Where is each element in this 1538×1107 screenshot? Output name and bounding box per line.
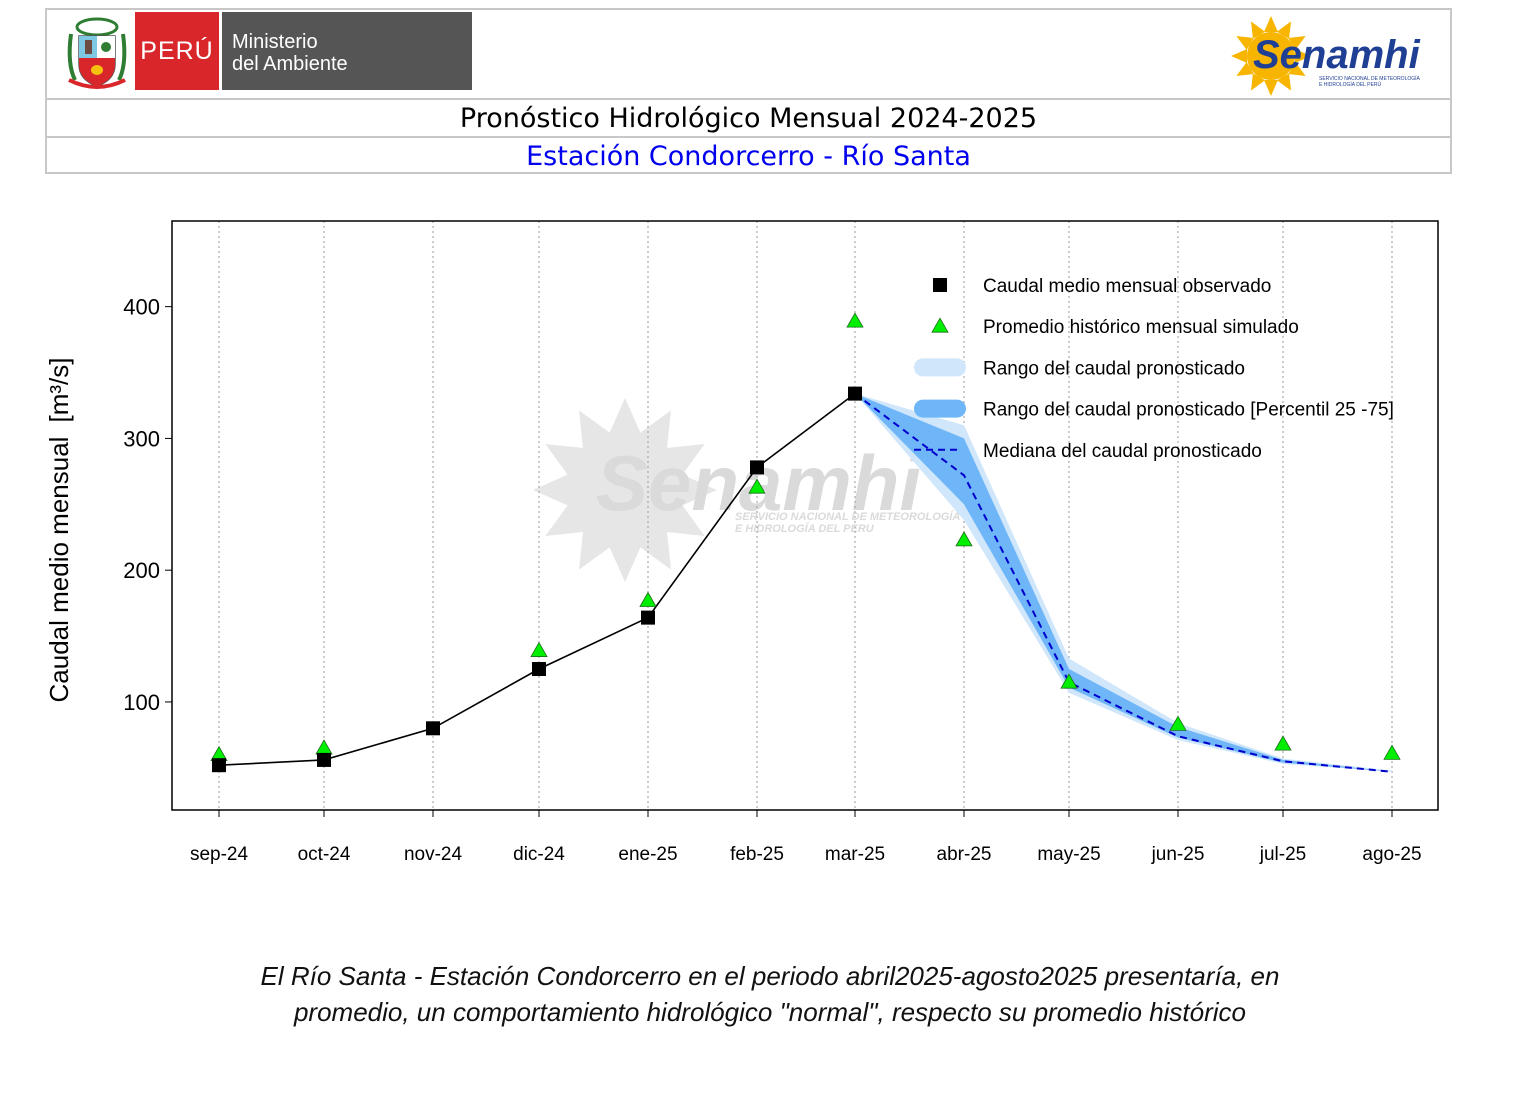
- legend-swatch-historical: [931, 317, 949, 333]
- observed-point-oct-24: [317, 752, 331, 767]
- x-tick-label: nov-24: [404, 844, 463, 865]
- chart-grid: [218, 221, 1393, 810]
- ministry-brand-box: Ministerio del Ambiente: [222, 12, 472, 90]
- caption-line-1: El Río Santa - Estación Condorcerro en e…: [260, 961, 1280, 991]
- historical-point-jun-25: [1169, 715, 1187, 731]
- y-tick-label: 200: [123, 558, 160, 583]
- legend-entry-median: Mediana del caudal pronosticado: [914, 441, 1262, 462]
- legend-label: Rango del caudal pronosticado [Percentil…: [983, 400, 1394, 421]
- x-tick-label: abr-25: [937, 844, 992, 865]
- hydrological-forecast-chart: Senamhi SERVICIO NACIONAL DE METEOROLOGÍ…: [44, 220, 1439, 865]
- forecast-iqr-band: [855, 393, 1392, 772]
- x-tick-label: jul-25: [1259, 844, 1306, 865]
- x-tick-label: may-25: [1037, 844, 1100, 865]
- historical-point-abr-25: [955, 531, 973, 547]
- historical-point-oct-24: [315, 739, 333, 755]
- x-tick-label: sep-24: [190, 844, 249, 865]
- observed-point-feb-25: [750, 460, 764, 475]
- watermark-line-1: SERVICIO NACIONAL DE METEOROLOGÍA: [735, 510, 960, 523]
- senamhi-tagline-2: E HIDROLOGÍA DEL PERÚ: [1319, 81, 1381, 88]
- forecast-caption: El Río Santa - Estación Condorcerro en e…: [120, 958, 1420, 1030]
- chart-legend: Caudal medio mensual observado Promedio h…: [914, 276, 1394, 462]
- x-tick-label: feb-25: [730, 844, 784, 865]
- observed-point-sep-24: [212, 758, 226, 773]
- sun-icon: [1231, 16, 1311, 96]
- x-tick-label: oct-24: [298, 844, 351, 865]
- historical-point-jul-25: [1274, 735, 1292, 751]
- y-tick-label: 300: [123, 426, 160, 451]
- legend-label: Mediana del caudal pronosticado: [983, 441, 1262, 462]
- y-axis: 100 200 300 400: [123, 295, 172, 715]
- historical-point-may-25: [1060, 673, 1078, 689]
- legend-entry-iqr: Rango del caudal pronosticado [Percentil…: [914, 399, 1394, 421]
- senamhi-logo: Senamhi SERVICIO NACIONAL DE METEOROLOGÍ…: [1231, 16, 1421, 96]
- forecast-bands: [855, 393, 1392, 772]
- y-axis-label: Caudal medio mensual [m³/s]: [44, 358, 74, 703]
- legend-entry-historical: Promedio histórico mensual simulado: [931, 317, 1299, 338]
- x-tick-label: dic-24: [513, 844, 565, 865]
- ministry-line-2: del Ambiente: [232, 53, 348, 75]
- legend-swatch-observed: [933, 278, 947, 292]
- series-markers: [210, 312, 1401, 773]
- forecast-range-band: [855, 393, 1392, 772]
- x-axis: sep-24 oct-24 nov-24 dic-24 ene-25 feb-25 mar-…: [190, 810, 1422, 865]
- legend-entry-observed: Caudal medio mensual observado: [933, 276, 1271, 297]
- legend-label: Caudal medio mensual observado: [983, 276, 1271, 297]
- x-tick-label: jun-25: [1151, 844, 1205, 865]
- observed-point-nov-24: [426, 721, 440, 736]
- x-tick-label: ago-25: [1362, 844, 1421, 865]
- historical-point-dic-24: [530, 641, 548, 657]
- legend-label: Rango del caudal pronosticado: [983, 358, 1245, 379]
- observed-point-mar-25: [848, 386, 862, 401]
- observed-point-dic-24: [532, 662, 546, 677]
- page-title: Pronóstico Hidrológico Mensual 2024-2025: [47, 100, 1450, 138]
- report-header: PERÚ Ministerio del Ambiente: [45, 8, 1452, 174]
- observed-point-ene-25: [641, 610, 655, 625]
- caption-line-2: promedio, un comportamiento hidrológico …: [293, 997, 1247, 1027]
- station-subtitle: Estación Condorcerro - Río Santa: [526, 141, 971, 172]
- ministry-line-1: Ministerio: [232, 31, 318, 53]
- y-tick-label: 100: [123, 690, 160, 715]
- x-tick-label: ene-25: [618, 844, 677, 865]
- peru-brand-box: PERÚ: [135, 12, 219, 90]
- historical-point-feb-25: [748, 478, 766, 494]
- historical-point-ago-25: [1383, 744, 1401, 760]
- y-tick-label: 400: [123, 295, 160, 320]
- plot-frame: [171, 220, 1439, 811]
- y-axis-unit: [m³/s]: [44, 358, 74, 423]
- y-axis-label-text: Caudal medio mensual: [44, 437, 74, 703]
- legend-label: Promedio histórico mensual simulado: [983, 317, 1299, 338]
- senamhi-brand-text: Senamhi: [1253, 33, 1421, 77]
- peru-coat-of-arms-icon: [67, 17, 127, 89]
- median-forecast-line: [854, 392, 1393, 773]
- historical-point-ene-25: [639, 591, 657, 607]
- legend-entry-range: Rango del caudal pronosticado: [914, 358, 1245, 379]
- senamhi-tagline-1: SERVICIO NACIONAL DE METEOROLOGÍA: [1319, 75, 1421, 82]
- legend-swatch-iqr: [914, 399, 966, 418]
- watermark-line-2: E HIDROLOGÍA DEL PERU: [735, 522, 875, 535]
- legend-swatch-range: [914, 358, 966, 377]
- logo-row: PERÚ Ministerio del Ambiente: [47, 10, 1450, 100]
- x-tick-label: mar-25: [825, 844, 885, 865]
- watermark-sun-icon: [533, 398, 717, 582]
- historical-point-mar-25: [846, 312, 864, 328]
